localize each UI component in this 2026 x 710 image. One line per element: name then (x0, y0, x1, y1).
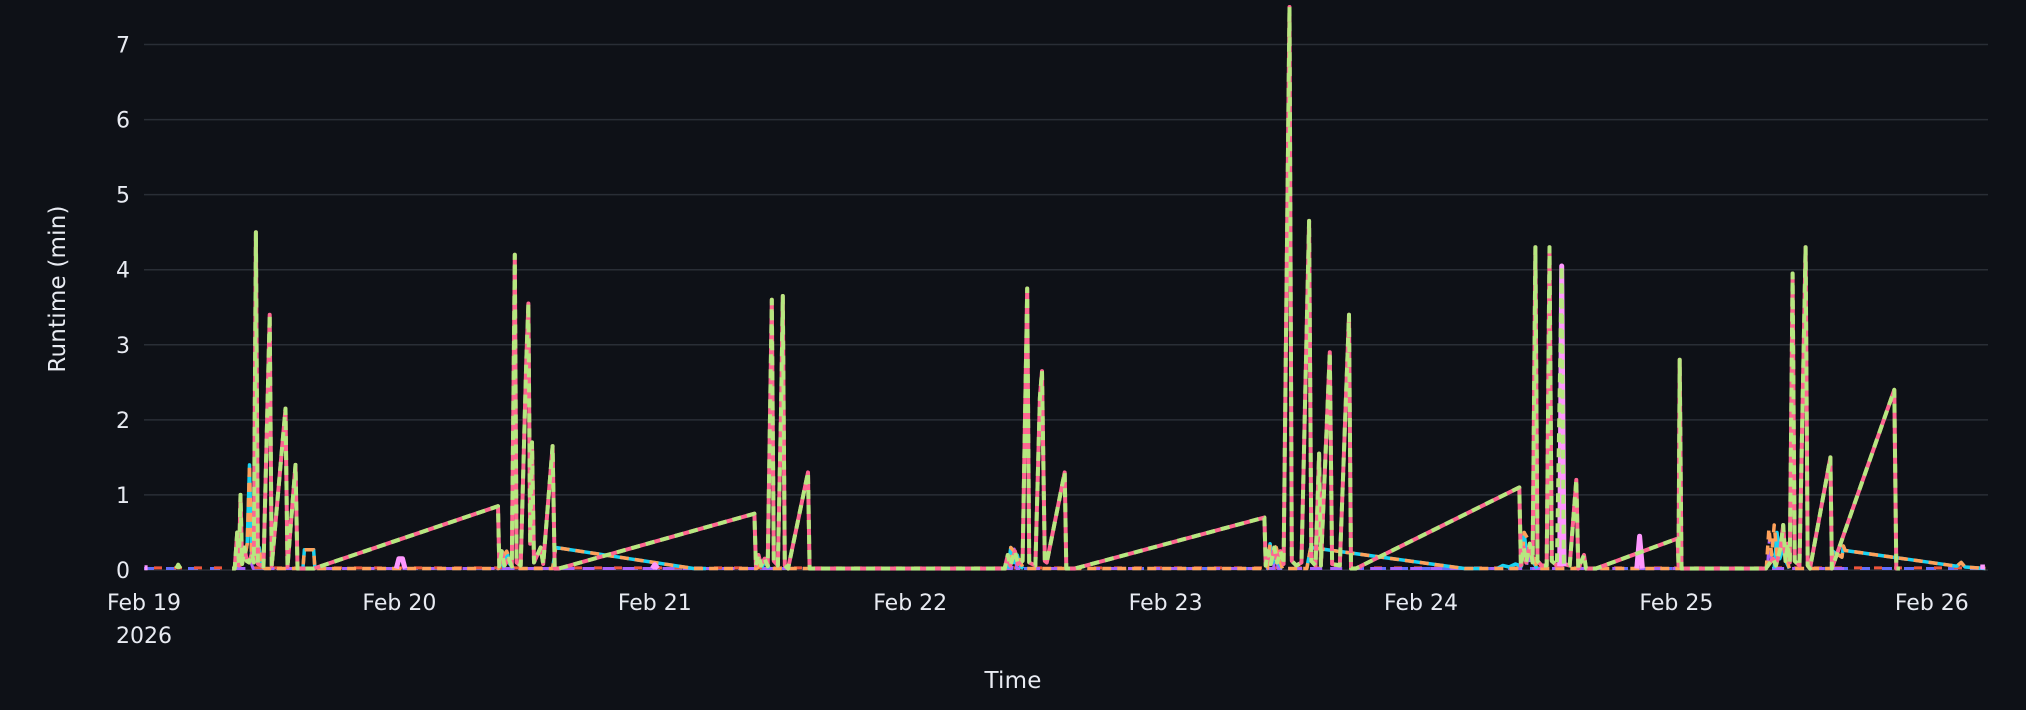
y-tick-label: 3 (116, 334, 130, 359)
x-tick-label: Feb 22 (873, 591, 947, 616)
series-runtime-pink-line[interactable] (232, 5, 1900, 571)
y-tick-label: 4 (116, 259, 130, 284)
series-runtime-orange-line[interactable] (232, 463, 1986, 571)
y-tick-label: 5 (116, 184, 130, 209)
y-tick-label: 0 (116, 559, 130, 584)
x-axis-ticks: Feb 19 2026 Feb 20 Feb 21 Feb 22 Feb 23 Feb 24… (107, 591, 1969, 649)
series-runtime-magenta-line[interactable] (144, 263, 1985, 571)
traces (144, 5, 1986, 571)
gridlines (144, 43, 1988, 571)
y-tick-label: 6 (116, 109, 130, 134)
x-tick-label: Feb 20 (362, 591, 436, 616)
y-tick-label: 1 (116, 484, 130, 509)
y-tick-label: 2 (116, 409, 130, 434)
x-tick-label: Feb 23 (1129, 591, 1203, 616)
x-tick-label: Feb 21 (618, 591, 692, 616)
y-axis-ticks: 0 1 2 3 4 5 6 7 (116, 34, 130, 584)
y-tick-label: 7 (116, 34, 130, 59)
series-runtime-green-line[interactable] (174, 5, 1900, 571)
x-tick-label: Feb 19 (107, 591, 181, 616)
x-axis-title: Time (984, 668, 1042, 694)
x-tick-label: Feb 25 (1639, 591, 1713, 616)
x-tick-label: Feb 26 (1895, 591, 1969, 616)
x-tick-sublabel: 2026 (116, 624, 172, 649)
y-axis-title: Runtime (min) (45, 205, 71, 373)
x-tick-label: Feb 24 (1384, 591, 1458, 616)
